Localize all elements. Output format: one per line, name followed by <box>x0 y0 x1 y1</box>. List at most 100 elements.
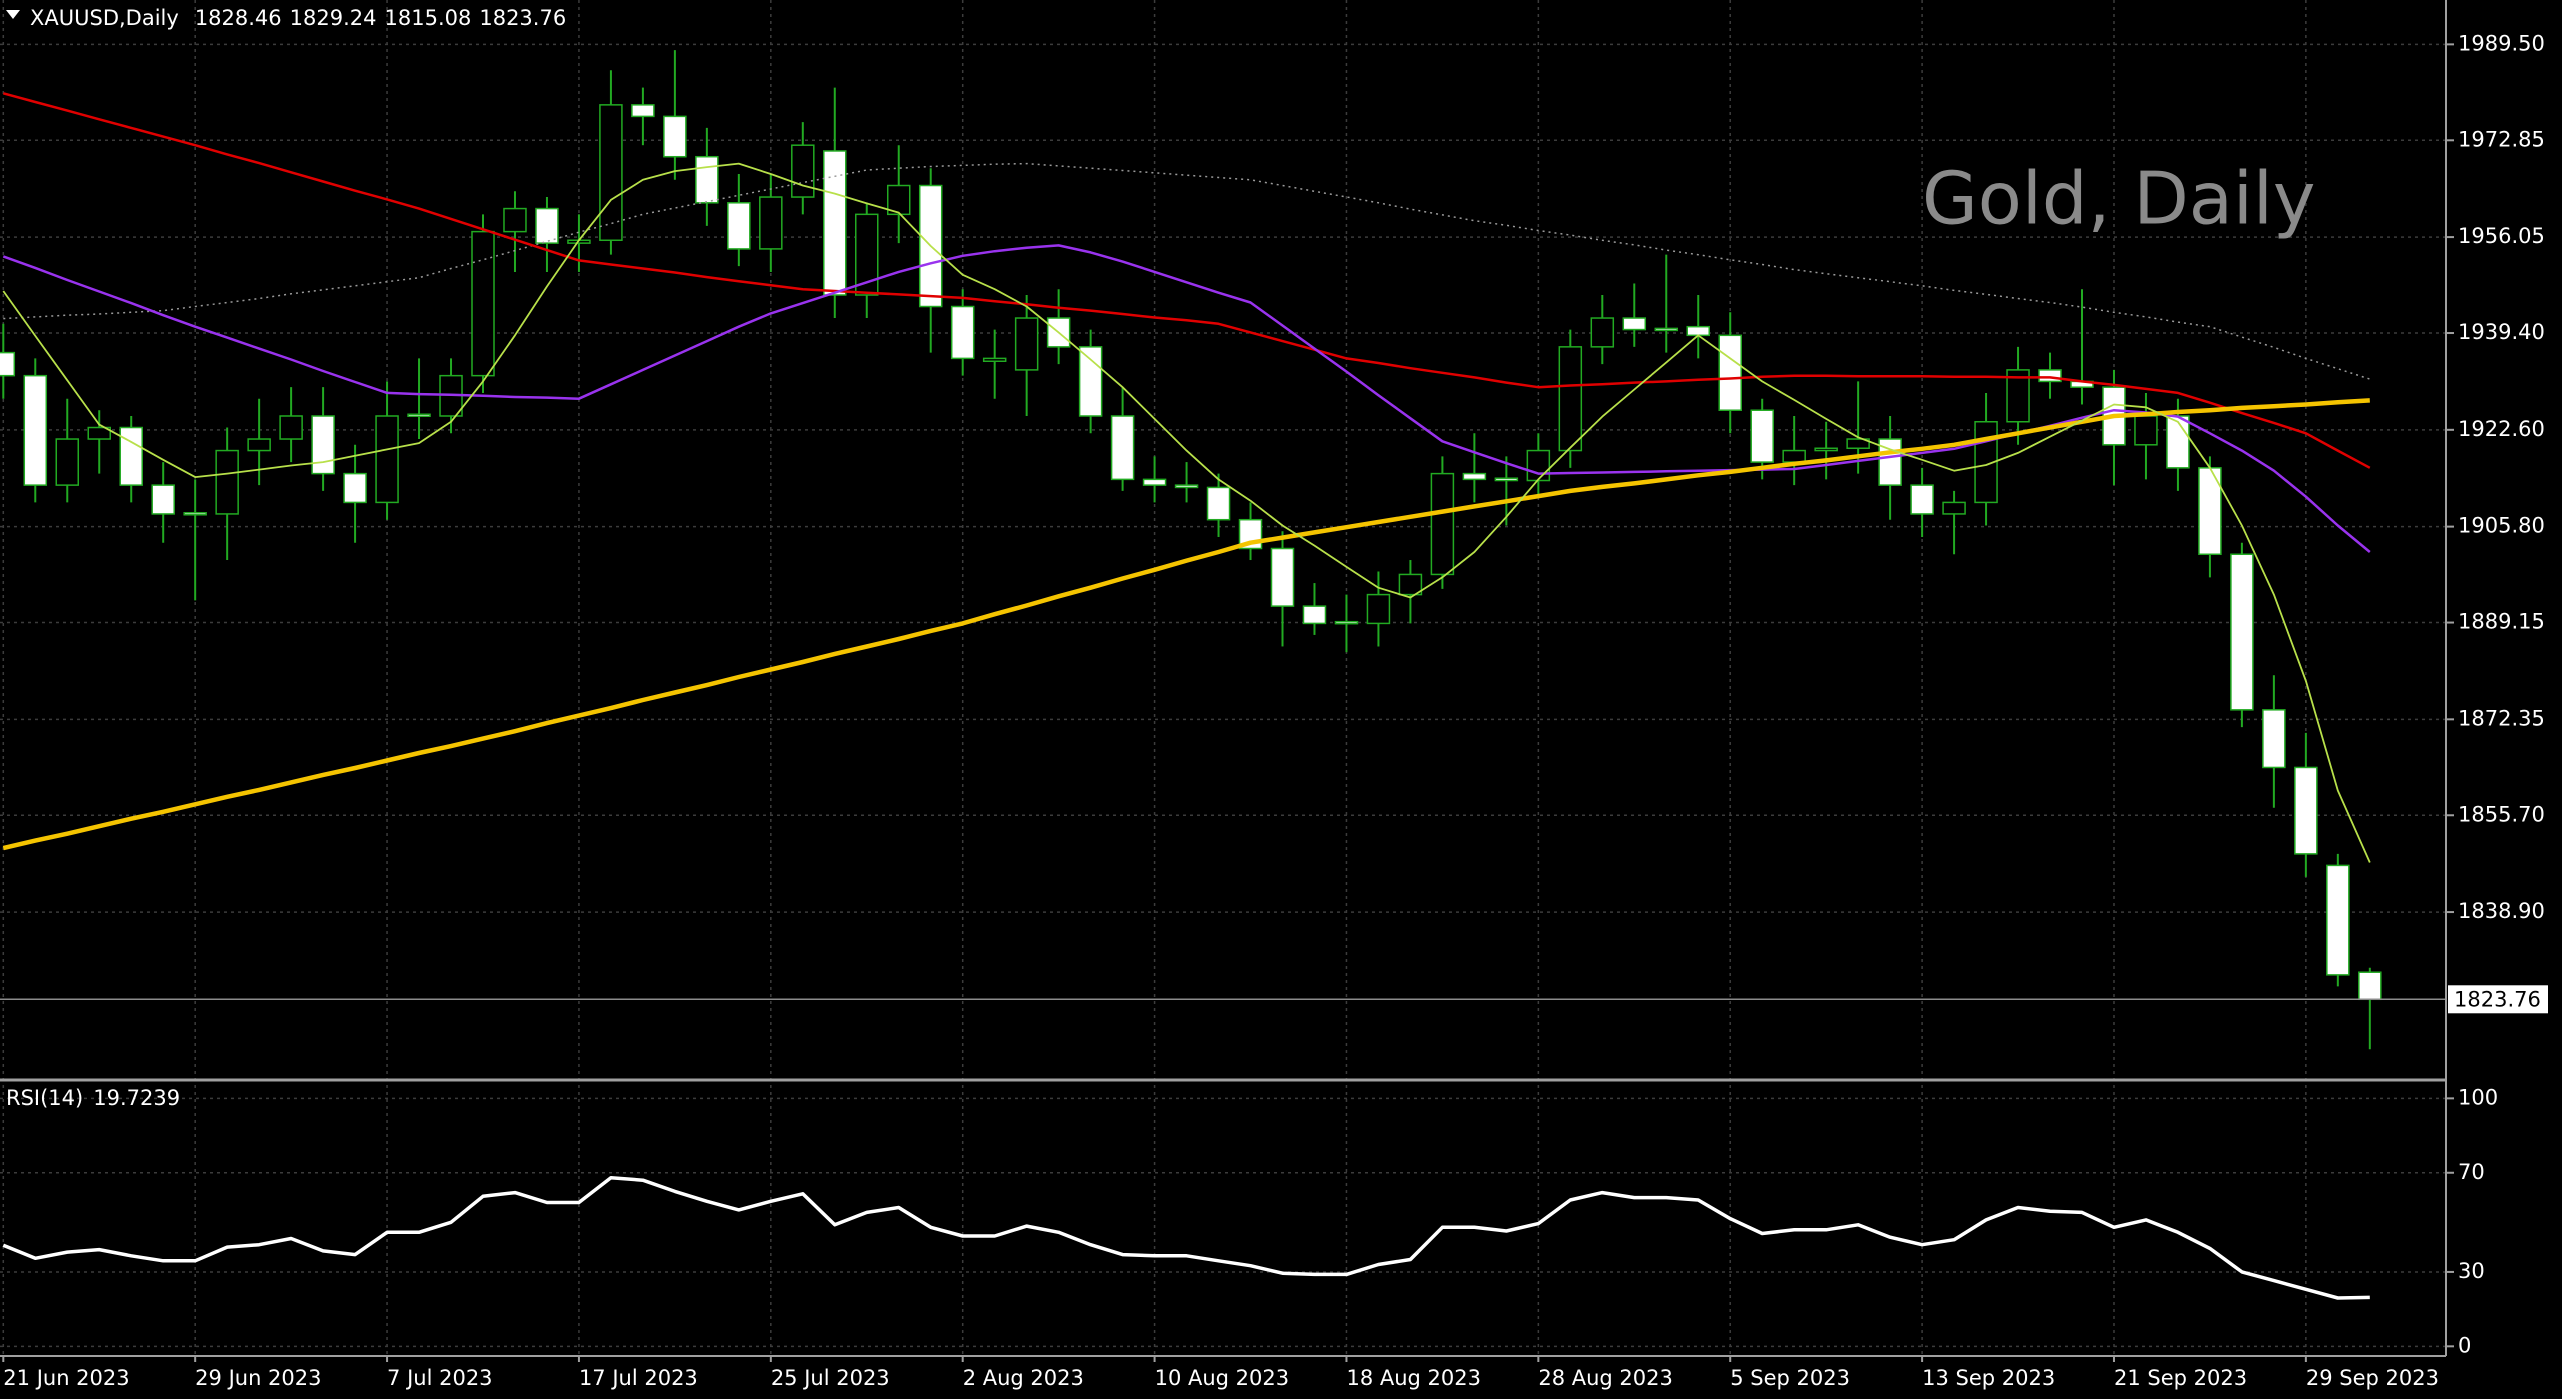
y-tick-label: 30 <box>2458 1259 2485 1283</box>
candle-body <box>727 202 751 250</box>
candle-body <box>1014 317 1039 371</box>
candle-body <box>151 484 175 515</box>
x-tick-label: 28 Aug 2023 <box>1538 1366 1673 1390</box>
x-tick-label: 21 Sep 2023 <box>2114 1366 2247 1390</box>
candle-body <box>1142 478 1167 486</box>
candle-body <box>1206 486 1231 521</box>
x-tick-label: 5 Sep 2023 <box>1730 1366 1850 1390</box>
candle-body <box>1110 415 1135 481</box>
candle-body <box>343 472 367 504</box>
candle-body <box>375 415 399 504</box>
candle-body <box>886 184 911 216</box>
header-low: 1815.08 <box>385 6 472 30</box>
y-tick-label: 1939.40 <box>2458 320 2545 344</box>
indicator-value: 19.7239 <box>93 1086 180 1110</box>
y-tick-label: 1872.35 <box>2458 706 2545 730</box>
rsi-line <box>2 1175 2370 1300</box>
moving-average <box>2 398 2370 851</box>
x-tick-label: 2 Aug 2023 <box>963 1366 1084 1390</box>
indicator-header: RSI(14) 19.7239 <box>6 1086 180 1110</box>
x-tick-label: 29 Jun 2023 <box>195 1366 321 1390</box>
menu-arrow[interactable] <box>6 10 20 19</box>
candle-body <box>759 196 783 250</box>
candle-body <box>1366 593 1391 625</box>
moving-average <box>2 162 2371 863</box>
y-tick-label: 70 <box>2458 1160 2485 1184</box>
x-tick-label: 25 Jul 2023 <box>771 1366 890 1390</box>
candle-body <box>1462 472 1487 481</box>
candle-body <box>1686 325 1710 337</box>
y-tick-label: 1956.05 <box>2458 224 2545 248</box>
grid <box>0 0 2446 1356</box>
x-tick-label: 7 Jul 2023 <box>387 1366 493 1390</box>
candle-body <box>2326 864 2350 976</box>
y-tick-label: 1855.70 <box>2458 802 2545 826</box>
header-open: 1828.46 <box>195 6 282 30</box>
candle-body <box>1718 334 1742 411</box>
candle-body <box>2038 369 2062 383</box>
x-tick-label: 21 Jun 2023 <box>3 1366 129 1390</box>
candle-body <box>1814 447 1838 452</box>
candle-body <box>1622 317 1647 331</box>
candle-body <box>535 207 559 244</box>
candle-body <box>855 213 879 296</box>
candle-body <box>407 413 431 418</box>
moving-average <box>2 92 2371 469</box>
candle-body <box>982 357 1007 363</box>
candle-body <box>791 144 815 198</box>
x-tick-label: 17 Jul 2023 <box>579 1366 698 1390</box>
y-tick-label: 1972.85 <box>2458 127 2545 151</box>
candle-body <box>1526 449 1551 482</box>
candle-body <box>1430 472 1455 576</box>
candle-body <box>695 155 719 204</box>
indicator-name: RSI(14) <box>6 1086 83 1110</box>
candle-body <box>1750 409 1774 463</box>
symbol: XAUUSD,Daily <box>30 6 179 30</box>
x-tick-label: 18 Aug 2023 <box>1346 1366 1481 1390</box>
y-tick-label: 100 <box>2458 1085 2498 1109</box>
candle-body <box>950 305 975 360</box>
candle-body <box>87 426 111 440</box>
candle-body <box>1302 605 1327 625</box>
candle-body <box>1494 477 1519 482</box>
candle-body <box>2230 553 2254 711</box>
moving-average <box>2 244 2371 553</box>
x-tick-label: 13 Sep 2023 <box>1922 1366 2055 1390</box>
moving-average <box>3 162 2371 380</box>
chart-header: XAUUSD,Daily 1828.46 1829.24 1815.08 1823.76 <box>30 6 566 30</box>
candle-body <box>2294 766 2318 855</box>
header-close: 1823.76 <box>479 6 566 30</box>
chart-annotation: Gold, Daily <box>1922 157 2316 241</box>
candle-body <box>1174 484 1199 489</box>
candle-body <box>471 230 495 377</box>
candle-body <box>1590 317 1615 348</box>
candle-body <box>631 104 655 118</box>
candle-body <box>1334 620 1359 625</box>
candle-body <box>1078 346 1103 417</box>
x-tick-label: 29 Sep 2023 <box>2306 1366 2439 1390</box>
candle-body <box>0 351 16 377</box>
y-tick-label: 1889.15 <box>2458 610 2545 634</box>
candle-body <box>311 415 335 475</box>
candle-body <box>1942 501 1966 515</box>
candle-body <box>55 438 80 486</box>
candle-body <box>2358 971 2382 1001</box>
candle-body <box>119 426 143 486</box>
candle-body <box>2166 415 2190 469</box>
y-tick-label: 1838.90 <box>2458 899 2545 923</box>
candle-body <box>503 207 527 233</box>
candle-body <box>599 104 623 242</box>
y-tick-label: 1922.60 <box>2458 417 2545 441</box>
candle-body <box>23 374 48 486</box>
candle-body <box>663 115 687 158</box>
candle-body <box>1782 449 1806 463</box>
candle-body <box>183 512 207 516</box>
candle-body <box>279 415 303 440</box>
price-label-box <box>2448 985 2548 1014</box>
candle-body <box>2262 709 2286 769</box>
candle-body <box>1270 547 1295 607</box>
plot <box>0 50 2446 1300</box>
candle-body <box>1558 346 1583 452</box>
